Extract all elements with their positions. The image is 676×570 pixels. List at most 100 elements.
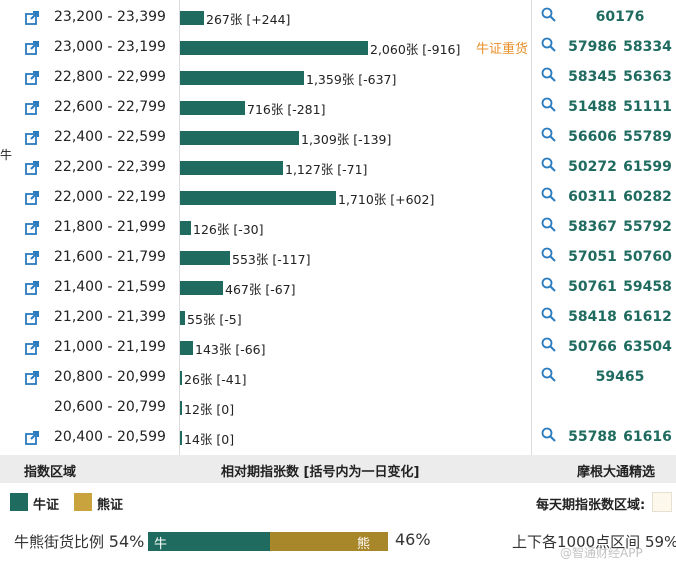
bull-bar bbox=[180, 341, 193, 355]
warrant-code-link[interactable]: 58367 bbox=[568, 219, 617, 235]
warrant-code-link[interactable]: 59458 bbox=[623, 279, 672, 295]
search-icon[interactable] bbox=[541, 157, 556, 172]
warrant-code-link[interactable]: 63504 bbox=[623, 339, 672, 355]
bull-bar bbox=[180, 191, 336, 205]
warrant-code-link[interactable]: 55792 bbox=[623, 219, 672, 235]
table-row: 22,600 - 22,799 716张 [-281] 51488 51111 bbox=[0, 93, 676, 123]
external-link-icon[interactable] bbox=[25, 311, 39, 325]
warrant-code-link[interactable]: 60311 bbox=[568, 189, 617, 205]
warrant-codes: 60311 60282 bbox=[565, 189, 675, 205]
warrant-codes: 56606 55789 bbox=[565, 129, 675, 145]
range-ratio-group: 上下各1000点区间 59% bbox=[512, 531, 676, 552]
bull-bar bbox=[180, 401, 182, 415]
index-range: 22,400 - 22,599 bbox=[54, 129, 166, 145]
search-icon[interactable] bbox=[541, 97, 556, 112]
search-icon[interactable] bbox=[541, 247, 556, 262]
warrant-codes: 59465 bbox=[565, 369, 675, 385]
warrant-codes: 58418 61612 bbox=[565, 309, 675, 325]
warrant-code-link[interactable]: 58334 bbox=[623, 39, 672, 55]
external-link-icon[interactable] bbox=[25, 41, 39, 55]
search-icon[interactable] bbox=[541, 127, 556, 142]
warrant-code-link[interactable]: 58418 bbox=[568, 309, 617, 325]
warrant-code-link[interactable]: 55788 bbox=[568, 429, 617, 445]
external-link-icon[interactable] bbox=[25, 101, 39, 115]
contract-count-label: 1,127张 [-71] bbox=[285, 162, 368, 177]
warrant-code-link[interactable]: 56363 bbox=[623, 69, 672, 85]
bull-bar bbox=[180, 161, 283, 175]
contract-count-label: 1,359张 [-637] bbox=[306, 72, 397, 87]
index-range: 22,200 - 22,399 bbox=[54, 159, 166, 175]
warrant-code-link[interactable]: 50761 bbox=[568, 279, 617, 295]
warrant-codes: 57986 58334 bbox=[565, 39, 675, 55]
table-row: 22,000 - 22,199 1,710张 [+602] 60311 60282 bbox=[0, 183, 676, 213]
external-link-icon[interactable] bbox=[25, 281, 39, 295]
warrant-code-link[interactable]: 61616 bbox=[623, 429, 672, 445]
index-range: 23,200 - 23,399 bbox=[54, 9, 166, 25]
warrant-code-link[interactable]: 50272 bbox=[568, 159, 617, 175]
external-link-icon[interactable] bbox=[25, 191, 39, 205]
warrant-code-link[interactable]: 51488 bbox=[568, 99, 617, 115]
search-icon[interactable] bbox=[541, 67, 556, 82]
warrant-code-link[interactable]: 51111 bbox=[623, 99, 672, 115]
contract-count-label: 553张 [-117] bbox=[232, 252, 311, 267]
contract-count-label: 143张 [-66] bbox=[195, 342, 266, 357]
contract-count-label: 1,309张 [-139] bbox=[301, 132, 392, 147]
index-range: 22,600 - 22,799 bbox=[54, 99, 166, 115]
external-link-icon[interactable] bbox=[25, 221, 39, 235]
external-link-icon[interactable] bbox=[25, 341, 39, 355]
table-row: 21,400 - 21,599 467张 [-67] 50761 59458 bbox=[0, 273, 676, 303]
warrant-code-link[interactable]: 56606 bbox=[568, 129, 617, 145]
search-icon[interactable] bbox=[541, 367, 556, 382]
warrant-code-link[interactable]: 57051 bbox=[568, 249, 617, 265]
index-range: 21,400 - 21,599 bbox=[54, 279, 166, 295]
warrant-code-link[interactable]: 61612 bbox=[623, 309, 672, 325]
search-icon[interactable] bbox=[541, 277, 556, 292]
bull-bar bbox=[180, 101, 245, 115]
warrant-code-link[interactable]: 59465 bbox=[595, 369, 645, 385]
bull-bar bbox=[180, 11, 204, 25]
external-link-icon[interactable] bbox=[25, 11, 39, 25]
search-icon[interactable] bbox=[541, 337, 556, 352]
external-link-icon[interactable] bbox=[25, 371, 39, 385]
bull-bar bbox=[180, 71, 304, 85]
warrant-codes: 50761 59458 bbox=[565, 279, 675, 295]
ratio-label: 牛熊街货比例 bbox=[14, 533, 105, 551]
search-icon[interactable] bbox=[541, 217, 556, 232]
external-link-icon[interactable] bbox=[25, 161, 39, 175]
contract-count-label: 26张 [-41] bbox=[184, 372, 247, 387]
watermark: @智通财经APP bbox=[560, 546, 643, 560]
warrant-code-link[interactable]: 60282 bbox=[623, 189, 672, 205]
warrant-code-link[interactable]: 55789 bbox=[623, 129, 672, 145]
bull-bar bbox=[180, 311, 185, 325]
table-row: 22,200 - 22,399 1,127张 [-71] 50272 61599 bbox=[0, 153, 676, 183]
search-icon[interactable] bbox=[541, 7, 556, 22]
warrant-codes: 58367 55792 bbox=[565, 219, 675, 235]
warrant-code-link[interactable]: 50766 bbox=[568, 339, 617, 355]
external-link-icon[interactable] bbox=[25, 131, 39, 145]
external-link-icon[interactable] bbox=[25, 431, 39, 445]
search-icon[interactable] bbox=[541, 37, 556, 52]
date-range-picker[interactable] bbox=[652, 492, 672, 512]
ratio-bear-text: 熊 bbox=[356, 537, 370, 552]
external-link-icon[interactable] bbox=[25, 71, 39, 85]
search-icon[interactable] bbox=[541, 187, 556, 202]
table-row: 20,800 - 20,999 26张 [-41] 59465 bbox=[0, 363, 676, 393]
warrant-code-link[interactable]: 58345 bbox=[568, 69, 617, 85]
warrant-code-link[interactable]: 50760 bbox=[623, 249, 672, 265]
date-range-label: 每天期指张数区域: bbox=[536, 498, 646, 513]
edge-mark: 牛 bbox=[0, 148, 13, 162]
ratio-bar: 牛 熊 bbox=[148, 532, 388, 552]
search-icon[interactable] bbox=[541, 307, 556, 322]
table-row: 20,600 - 20,799 12张 [0] bbox=[0, 393, 676, 423]
index-range: 22,800 - 22,999 bbox=[54, 69, 166, 85]
search-icon[interactable] bbox=[541, 427, 556, 442]
table-row: 20,400 - 20,599 14张 [0] 55788 61616 bbox=[0, 423, 676, 453]
legend-bull-label: 牛证 bbox=[33, 498, 60, 513]
warrant-code-link[interactable]: 60176 bbox=[595, 9, 645, 25]
cbbc-distribution-table: 23,200 - 23,399 267张 [+244] 60176 23,000 - … bbox=[0, 7, 676, 453]
warrant-codes: 60176 bbox=[565, 9, 675, 25]
index-range: 21,000 - 21,199 bbox=[54, 339, 166, 355]
warrant-code-link[interactable]: 61599 bbox=[623, 159, 672, 175]
warrant-code-link[interactable]: 57986 bbox=[568, 39, 617, 55]
external-link-icon[interactable] bbox=[25, 251, 39, 265]
